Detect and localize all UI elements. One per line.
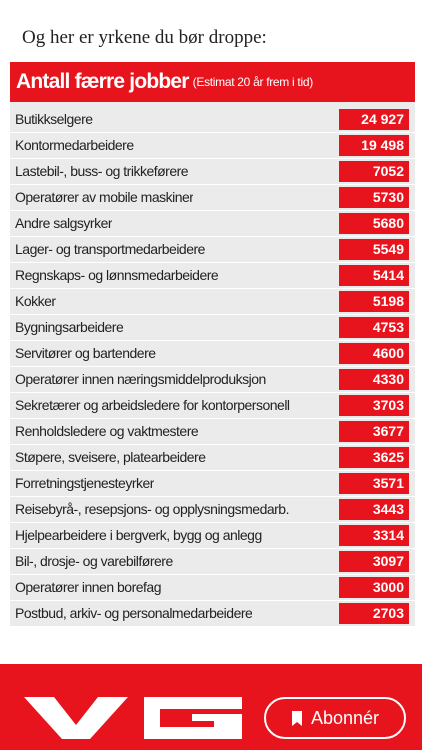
jobs-table: Antall færre jobber (Estimat 20 år frem …: [10, 62, 415, 627]
table-row: Lager- og transportmedarbeidere 5549: [10, 237, 415, 263]
table-row: Sekretærer og arbeidsledere for kontorpe…: [10, 393, 415, 419]
subscribe-label: Abonnér: [310, 707, 380, 728]
vg-logo-icon[interactable]: [24, 697, 244, 739]
row-value: 5198: [339, 291, 409, 312]
table-row: Operatører innen næringsmiddelproduksjon…: [10, 367, 415, 393]
row-label: Operatører innen næringsmiddelproduksjon: [15, 371, 266, 387]
row-value: 3000: [339, 577, 409, 598]
table-row: Forretningstjenesteyrker 3571: [10, 471, 415, 497]
table-row: Renholdsledere og vaktmestere 3677: [10, 419, 415, 445]
row-label: Bil-, drosje- og varebilførere: [15, 553, 173, 569]
table-title: Antall færre jobber: [16, 70, 189, 93]
row-value: 3703: [339, 395, 409, 416]
row-label: Regnskaps- og lønnsmedarbeidere: [15, 267, 219, 283]
article-card: Og her er yrkene du bør droppe: Antall f…: [10, 27, 415, 627]
row-value: 3097: [339, 551, 409, 572]
row-label: Lastebil-, buss- og trikkeførere: [15, 163, 189, 179]
row-value: 5414: [339, 265, 409, 286]
table-row: Reisebyrå-, resepsjons- og opplysningsme…: [10, 497, 415, 523]
table-row: Operatører av mobile maskiner 5730: [10, 185, 415, 211]
table-header: Antall færre jobber (Estimat 20 år frem …: [10, 62, 415, 102]
table-row: Lastebil-, buss- og trikkeførere 7052: [10, 159, 415, 185]
row-value: 4330: [339, 369, 409, 390]
row-value: 3443: [339, 499, 409, 520]
table-row: Operatører innen borefag 3000: [10, 575, 415, 601]
row-value: 3571: [339, 473, 409, 494]
row-value: 3314: [339, 525, 409, 546]
table-row: Kokker 5198: [10, 289, 415, 315]
row-label: Servitører og bartendere: [15, 345, 156, 361]
row-label: Forretningstjenesteyrker: [15, 475, 154, 491]
row-value: 19 498: [339, 135, 409, 156]
row-label: Bygningsarbeidere: [15, 319, 124, 335]
row-value: 5680: [339, 213, 409, 234]
table-row: Servitører og bartendere 4600: [10, 341, 415, 367]
row-value: 4600: [339, 343, 409, 364]
row-value: 3677: [339, 421, 409, 442]
table-row: Bygningsarbeidere 4753: [10, 315, 415, 341]
row-value: 5730: [339, 187, 409, 208]
table-row: Bil-, drosje- og varebilførere 3097: [10, 549, 415, 575]
table-subtitle: (Estimat 20 år frem i tid): [192, 75, 314, 89]
row-value: 3625: [339, 447, 409, 468]
row-label: Lager- og transportmedarbeidere: [15, 241, 205, 257]
table-row: Butikkselgere 24 927: [10, 107, 415, 133]
row-value: 7052: [339, 161, 409, 182]
row-label: Andre salgsyrker: [15, 215, 113, 231]
row-label: Støpere, sveisere, platearbeidere: [15, 449, 206, 465]
row-value: 5549: [339, 239, 409, 260]
table-row: Regnskaps- og lønnsmedarbeidere 5414: [10, 263, 415, 289]
row-label: Operatører av mobile maskiner: [15, 189, 194, 205]
row-value: 4753: [339, 317, 409, 338]
table-row: Kontormedarbeidere 19 498: [10, 133, 415, 159]
bookmark-icon: [291, 710, 302, 726]
row-label: Operatører innen borefag: [15, 579, 161, 595]
row-value: 24 927: [339, 109, 409, 130]
row-label: Postbud, arkiv- og personalmedarbeidere: [15, 605, 253, 621]
table-row: Støpere, sveisere, platearbeidere 3625: [10, 445, 415, 471]
row-label: Kokker: [15, 293, 56, 309]
row-label: Reisebyrå-, resepsjons- og opplysningsme…: [15, 501, 289, 517]
table-rows: Butikkselgere 24 927 Kontormedarbeidere 19 …: [10, 107, 415, 627]
row-label: Kontormedarbeidere: [15, 137, 134, 153]
table-row: Postbud, arkiv- og personalmedarbeidere 2…: [10, 601, 415, 627]
table-row: Hjelpearbeidere i bergverk, bygg og anle…: [10, 523, 415, 549]
intro-text: Og her er yrkene du bør droppe:: [22, 27, 267, 48]
row-label: Renholdsledere og vaktmestere: [15, 423, 199, 439]
table-row: Andre salgsyrker 5680: [10, 211, 415, 237]
row-value: 2703: [339, 603, 409, 624]
subscribe-button[interactable]: Abonnér: [264, 697, 406, 739]
row-label: Sekretærer og arbeidsledere for kontorpe…: [15, 397, 290, 413]
row-label: Hjelpearbeidere i bergverk, bygg og anle…: [15, 527, 262, 543]
row-label: Butikkselgere: [15, 111, 93, 127]
